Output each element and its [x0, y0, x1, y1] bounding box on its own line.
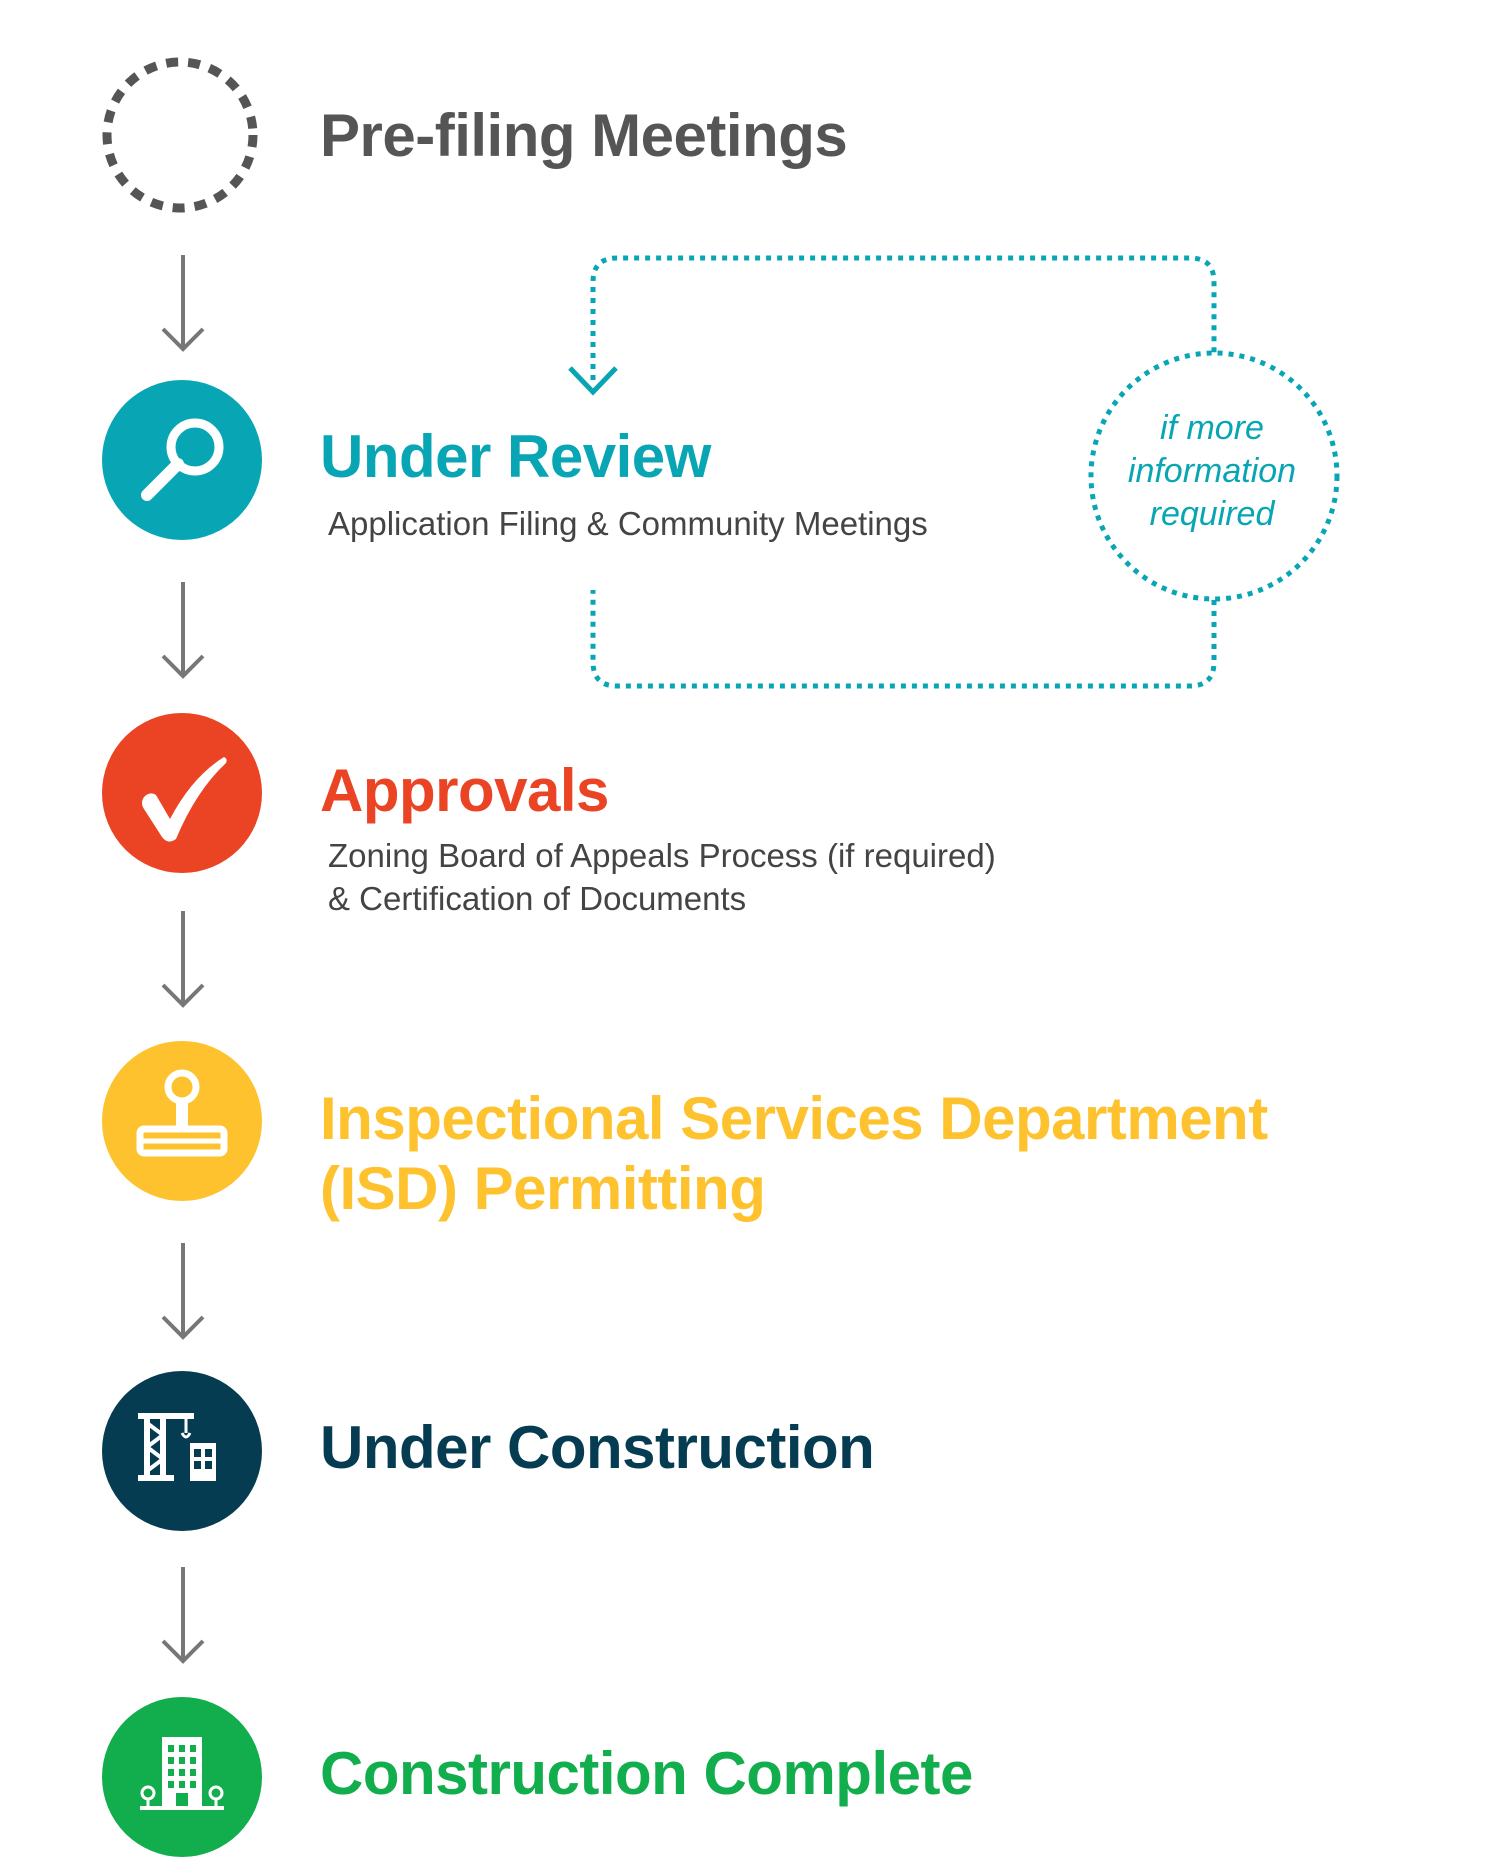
stage-title-isd: Inspectional Services Department [320, 1085, 1268, 1152]
under-review-icon [102, 380, 262, 540]
loop-note: if more information required [1087, 350, 1337, 600]
loop-note-line: required [1149, 495, 1275, 533]
loop-note-line: if more [1160, 409, 1264, 447]
magnifier-icon [141, 418, 224, 501]
under-construction-icon [102, 1371, 262, 1531]
approvals-icon [102, 713, 262, 873]
stamp-icon [136, 1069, 228, 1157]
crane-building-icon [138, 1413, 216, 1481]
down-arrow-icon [161, 1567, 205, 1664]
down-arrow-icon [161, 582, 205, 679]
completed-building-icon [140, 1737, 224, 1810]
stage-desc-approvals: Zoning Board of Appeals Process (if requ… [328, 837, 996, 874]
construction-complete-icon [102, 1697, 262, 1857]
checkmark-icon [142, 757, 227, 842]
dashed-circle-icon [102, 57, 258, 213]
stage-desc-approvals: & Certification of Documents [328, 880, 747, 917]
pre-filing-icon [100, 55, 260, 215]
down-arrow-icon [161, 1243, 205, 1340]
isd-permitting-icon [102, 1041, 262, 1201]
stage-title-isd: (ISD) Permitting [320, 1155, 766, 1222]
stage-title-under-construction: Under Construction [320, 1414, 875, 1481]
stage-title-pre-filing: Pre-filing Meetings [320, 102, 848, 169]
down-arrow-icon [161, 911, 205, 1008]
loop-note-line: information [1127, 452, 1297, 490]
stage-title-approvals: Approvals [320, 757, 609, 824]
down-arrow-icon [161, 255, 205, 352]
feedback-loop [568, 255, 1340, 689]
stage-desc-under-review: Application Filing & Community Meetings [328, 505, 928, 542]
stage-title-under-review: Under Review [320, 423, 711, 490]
stage-title-construction-complete: Construction Complete [320, 1740, 973, 1807]
